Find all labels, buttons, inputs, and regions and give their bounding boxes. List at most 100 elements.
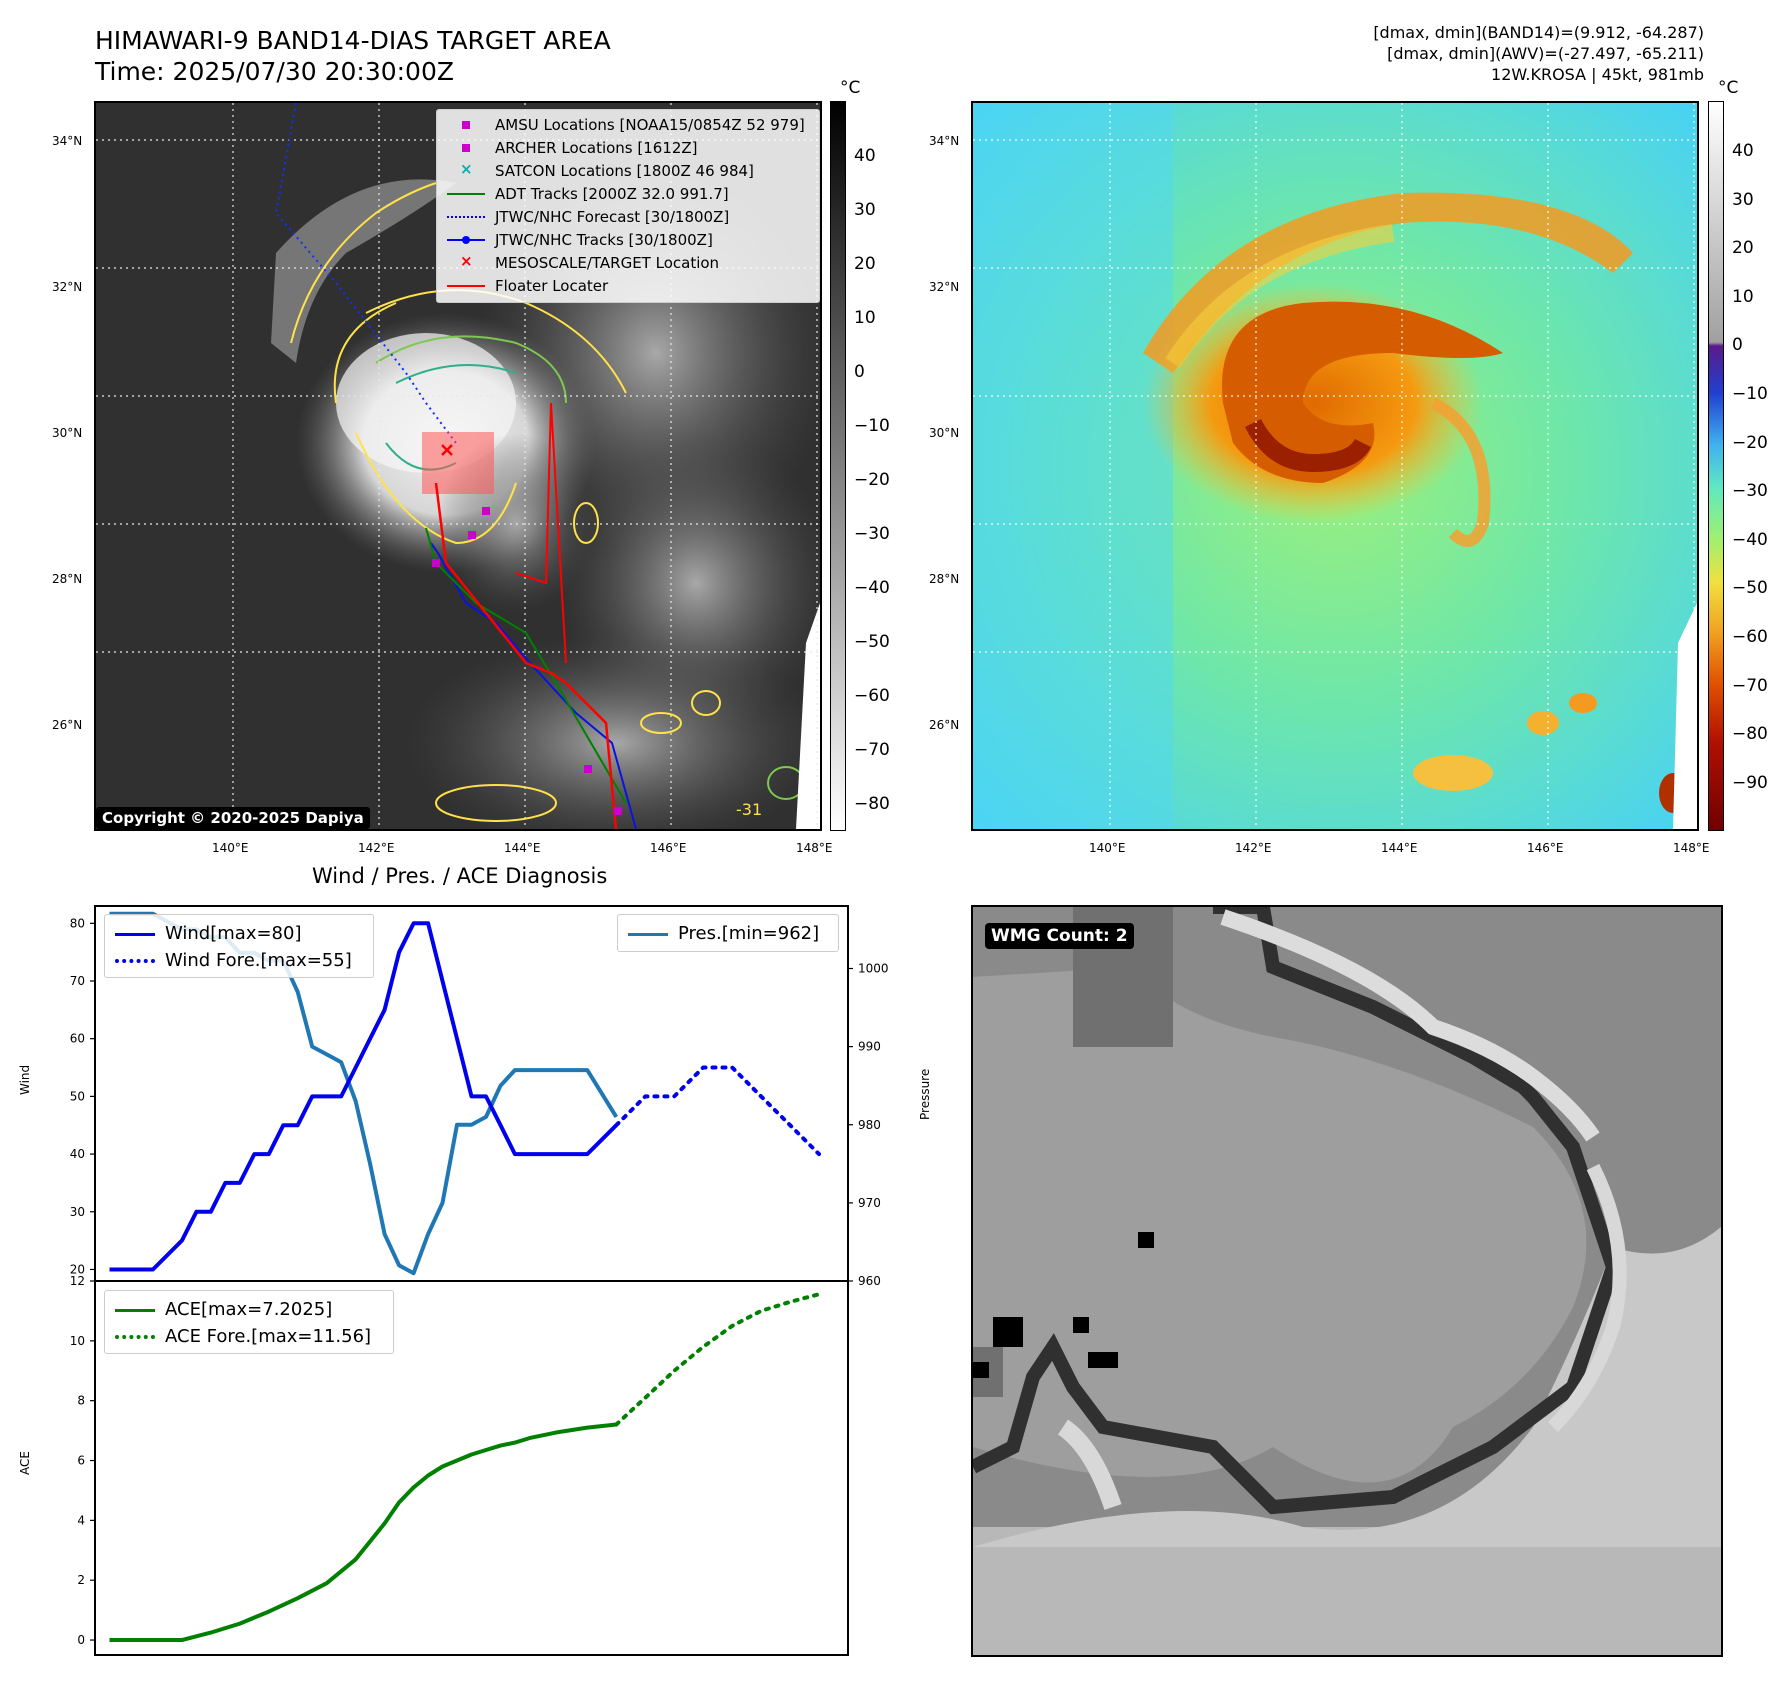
ace-legend: ACE[max=7.2025] ACE Fore.[max=11.56] xyxy=(104,1290,394,1354)
legend-item-satcon: × SATCON Locations [1800Z 46 984] xyxy=(460,160,754,180)
lon-label: 142°E xyxy=(358,841,395,855)
contour-label: -31 xyxy=(736,800,762,819)
ir-map-panel: -31 Copyright © 2020-2025 Dapiya AMSU Lo… xyxy=(94,101,822,831)
copyright-badge: Copyright © 2020-2025 Dapiya xyxy=(96,807,370,829)
colorbar-tick-label: 40 xyxy=(854,146,876,166)
colorbar-tick-label: −60 xyxy=(1732,627,1768,647)
awv-map-panel xyxy=(971,101,1699,831)
series-line-wind-forecast xyxy=(614,1065,821,1157)
map-legend: AMSU Locations [NOAA15/0854Z 52 979] ARC… xyxy=(436,109,820,303)
colorbar-left xyxy=(830,101,846,831)
lat-label: 34°N xyxy=(52,134,83,148)
x-marker-icon: × xyxy=(460,160,473,178)
pressure-ylabel: Pressure xyxy=(918,1068,932,1120)
legend-item-wind-fore: Wind Fore.[max=55] xyxy=(113,948,352,972)
dotted-line-icon xyxy=(115,959,155,963)
legend-item-floater: Floater Locater xyxy=(445,275,608,297)
axis-tick-label: 0 xyxy=(77,1633,85,1647)
colorbar-tick-label: −50 xyxy=(1732,578,1768,599)
info-dmax-awv: [dmax, dmin](AWV)=(-27.497, -65.211) xyxy=(1387,44,1704,63)
axis-tick-label: 12 xyxy=(70,1274,85,1288)
colorbar-left-unit: °C xyxy=(840,78,861,98)
solid-line-icon xyxy=(628,933,668,936)
lon-label: 140°E xyxy=(1089,841,1126,855)
figure-title: HIMAWARI-9 BAND14-DIAS TARGET AREA xyxy=(95,26,611,55)
wmg-count-badge: WMG Count: 2 xyxy=(985,923,1134,949)
lon-label: 144°E xyxy=(504,841,541,855)
lon-label: 144°E xyxy=(1381,841,1418,855)
legend-item-jtwc-forecast: JTWC/NHC Forecast [30/1800Z] xyxy=(445,206,729,228)
legend-item-archer: ARCHER Locations [1612Z] xyxy=(445,137,698,159)
lon-label: 148°E xyxy=(796,841,833,855)
lat-label: 30°N xyxy=(929,426,960,440)
x-marker-icon: × xyxy=(460,252,473,270)
colorbar-tick-label: −30 xyxy=(1732,481,1768,502)
lat-label: 30°N xyxy=(52,426,83,440)
lon-label: 146°E xyxy=(1527,841,1564,855)
colorbar-right xyxy=(1708,101,1724,831)
legend-item-pressure: Pres.[min=962] xyxy=(626,921,819,945)
colorbar-tick-label: −10 xyxy=(854,416,890,436)
lat-label: 32°N xyxy=(52,280,83,294)
axis-tick-label: 10 xyxy=(70,1334,85,1348)
colorbar-tick-label: 30 xyxy=(854,200,876,220)
axis-tick-label: 6 xyxy=(77,1454,85,1468)
axis-tick-label: 980 xyxy=(858,1118,881,1132)
awv-map-image xyxy=(973,103,1697,829)
legend-item-amsu: AMSU Locations [NOAA15/0854Z 52 979] xyxy=(445,114,805,136)
axis-tick-label: 960 xyxy=(858,1274,881,1288)
axis-tick-label: 60 xyxy=(70,1032,85,1046)
colorbar-tick-label: −80 xyxy=(1732,724,1768,745)
diagnosis-title: Wind / Pres. / ACE Diagnosis xyxy=(312,864,608,888)
colorbar-tick-label: 20 xyxy=(854,254,876,274)
dotted-line-icon xyxy=(115,1335,155,1339)
axis-tick-label: 40 xyxy=(70,1147,85,1161)
lon-label: 140°E xyxy=(212,841,249,855)
axis-tick-label: 30 xyxy=(70,1205,85,1219)
axis-tick-label: 8 xyxy=(77,1394,85,1408)
legend-item-mesoscale: × MESOSCALE/TARGET Location xyxy=(460,252,720,272)
series-line-ace-forecast xyxy=(614,1292,821,1427)
colorbar-tick-label: −10 xyxy=(1732,384,1768,404)
legend-item-adt: ADT Tracks [2000Z 32.0 991.7] xyxy=(445,183,729,205)
lon-label: 148°E xyxy=(1673,841,1710,855)
colorbar-tick-label: −20 xyxy=(854,470,890,490)
lat-label: 28°N xyxy=(929,572,960,586)
colorbar-tick-label: −30 xyxy=(854,524,890,544)
wind-legend: Wind[max=80] Wind Fore.[max=55] xyxy=(104,914,374,978)
colorbar-tick-label: 10 xyxy=(1732,286,1754,307)
colorbar-tick-label: 30 xyxy=(1732,189,1754,210)
axis-tick-label: 20 xyxy=(70,1262,85,1276)
lon-label: 146°E xyxy=(650,841,687,855)
colorbar-tick-label: 10 xyxy=(854,308,876,328)
colorbar-tick-label: −20 xyxy=(1732,432,1768,453)
axis-tick-label: 2 xyxy=(77,1573,85,1587)
solid-line-icon xyxy=(115,1309,155,1312)
pressure-legend: Pres.[min=962] xyxy=(617,914,839,952)
colorbar-tick-label: −90 xyxy=(1732,772,1768,793)
info-storm: 12W.KROSA | 45kt, 981mb xyxy=(1491,65,1704,84)
colorbar-tick-label: −40 xyxy=(1732,529,1768,550)
lat-label: 32°N xyxy=(929,280,960,294)
axis-tick-label: 4 xyxy=(77,1513,85,1527)
ace-ylabel: ACE xyxy=(18,1451,32,1475)
axis-tick-label: 1000 xyxy=(858,962,889,976)
wmg-panel: WMG Count: 2 xyxy=(971,905,1723,1657)
legend-item-jtwc-tracks: JTWC/NHC Tracks [30/1800Z] xyxy=(445,229,713,251)
colorbar-tick-label: −80 xyxy=(854,794,890,814)
dotted-line-icon xyxy=(447,216,485,218)
colorbar-right-unit: °C xyxy=(1718,78,1739,98)
solid-line-icon xyxy=(447,193,485,195)
axis-tick-label: 990 xyxy=(858,1040,881,1054)
lat-label: 34°N xyxy=(929,134,960,148)
solid-line-icon xyxy=(115,933,155,936)
series-line-ace xyxy=(109,1422,617,1642)
lat-label: 28°N xyxy=(52,572,83,586)
colorbar-tick-label: 20 xyxy=(1732,238,1754,259)
lat-label: 26°N xyxy=(52,718,83,732)
lat-label: 26°N xyxy=(929,718,960,732)
colorbar-tick-label: −70 xyxy=(854,740,890,760)
colorbar-tick-label: −40 xyxy=(854,578,890,598)
colorbar-tick-label: −50 xyxy=(854,632,890,652)
info-dmax-band14: [dmax, dmin](BAND14)=(9.912, -64.287) xyxy=(1373,23,1704,42)
